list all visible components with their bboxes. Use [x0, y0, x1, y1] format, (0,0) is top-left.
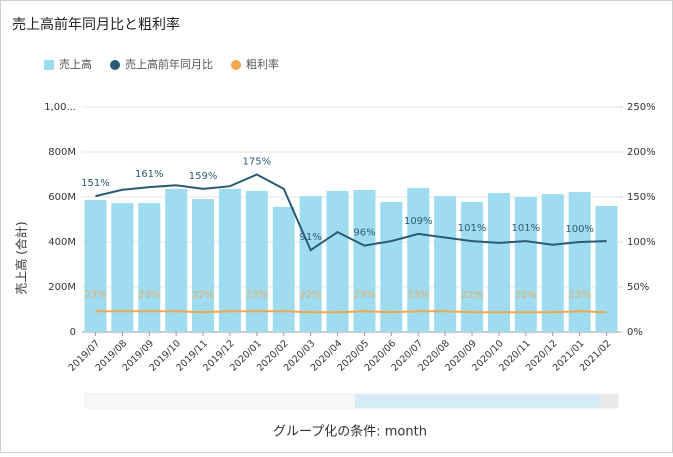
y2-tick-label: 150%: [627, 192, 656, 203]
bar: [380, 201, 403, 332]
bar: [487, 192, 510, 332]
scrollbar-thumb[interactable]: [355, 394, 600, 408]
bar: [353, 190, 376, 332]
data-label: 91%: [300, 232, 322, 243]
y-tick-label: 400M: [48, 237, 76, 248]
legend-swatch: [110, 60, 120, 70]
bar: [407, 188, 430, 332]
data-label: 22%: [461, 290, 483, 301]
legend-label: 粗利率: [246, 57, 279, 71]
data-label: 101%: [512, 223, 541, 234]
data-label: 22%: [300, 290, 322, 301]
line: [95, 310, 607, 314]
bar: [84, 199, 107, 332]
data-label: 23%: [138, 289, 160, 300]
data-label: 23%: [246, 289, 268, 300]
data-label: 101%: [458, 223, 487, 234]
data-label: 23%: [84, 289, 106, 300]
bar: [326, 190, 349, 332]
legend-label: 売上高: [59, 57, 92, 71]
y-tick-label: 600M: [48, 192, 76, 203]
data-label: 23%: [569, 289, 591, 300]
y-tick-label: 0: [70, 327, 76, 338]
data-label: 22%: [515, 290, 537, 301]
x-axis-label: グループ化の条件: month: [273, 424, 427, 440]
bar: [192, 199, 215, 332]
data-label: 161%: [135, 169, 164, 180]
y-axis-label: 売上高 (合計): [14, 221, 29, 294]
bar: [218, 188, 241, 332]
legend-swatch: [231, 60, 241, 70]
legend-swatch: [44, 60, 54, 70]
bar: [299, 196, 322, 332]
y2-tick-label: 0%: [627, 327, 643, 338]
bar: [245, 190, 268, 332]
bar: [165, 188, 188, 332]
bar: [461, 201, 484, 332]
y2-tick-label: 100%: [627, 237, 656, 248]
data-label: 96%: [353, 228, 375, 239]
data-label: 23%: [407, 289, 429, 300]
data-label: 175%: [243, 157, 272, 168]
y2-tick-label: 250%: [627, 102, 656, 113]
chart-title: 売上高前年同月比と粗利率: [12, 16, 180, 33]
bar: [514, 197, 537, 332]
y-tick-label: 200M: [48, 282, 76, 293]
y2-tick-label: 50%: [627, 282, 649, 293]
bar: [541, 194, 564, 332]
y-tick-label: 1,00...: [44, 102, 76, 113]
bar: [595, 206, 618, 332]
data-label: 109%: [404, 216, 433, 227]
data-label: 159%: [189, 171, 218, 182]
bar: [568, 192, 591, 332]
bar: [272, 206, 295, 332]
data-label: 151%: [81, 178, 110, 189]
y-tick-label: 800M: [48, 147, 76, 158]
bar: [111, 203, 134, 332]
data-label: 100%: [565, 224, 594, 235]
bar: [434, 196, 457, 332]
legend-label: 売上高前年同月比: [125, 57, 213, 71]
y2-tick-label: 200%: [627, 147, 656, 158]
line: [95, 173, 607, 252]
data-label: 22%: [192, 290, 214, 301]
bar: [138, 203, 161, 332]
scrollbar-end[interactable]: [600, 394, 618, 408]
data-label: 23%: [353, 289, 375, 300]
